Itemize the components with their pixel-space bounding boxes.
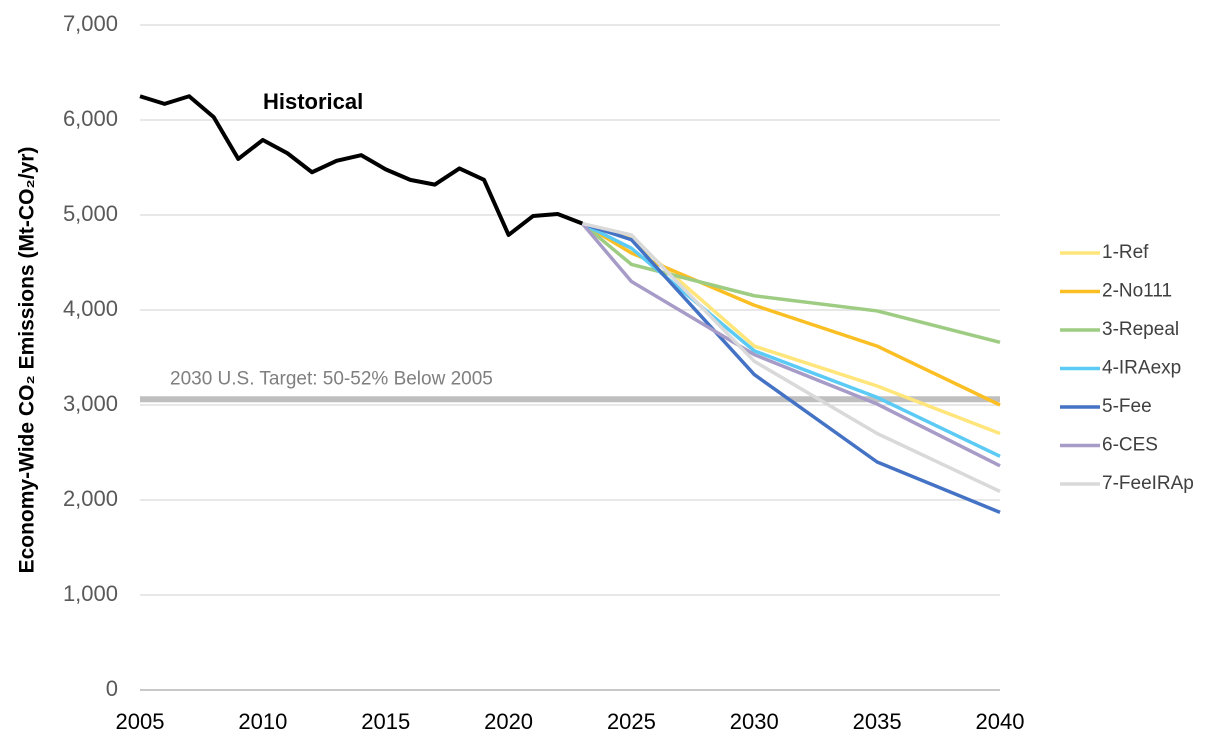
historical-label: Historical [263, 89, 363, 114]
legend-label: 1-Ref [1102, 242, 1149, 263]
y-tick-label: 2,000 [63, 486, 118, 511]
legend-label: 7-FeeIRAp [1102, 473, 1194, 494]
legend-label: 3-Repeal [1102, 319, 1179, 340]
legend-label: 5-Fee [1102, 396, 1152, 417]
series-line [581, 222, 1001, 344]
series-line [581, 221, 1001, 514]
x-tick-label: 2005 [116, 709, 165, 734]
legend-label: 2-No111 [1102, 281, 1172, 302]
series-line [581, 221, 1001, 494]
y-tick-label: 7,000 [63, 11, 118, 36]
y-tick-label: 4,000 [63, 296, 118, 321]
x-tick-label: 2040 [976, 709, 1025, 734]
x-tick-label: 2035 [853, 709, 902, 734]
series-line [581, 221, 1001, 458]
y-tick-label: 0 [106, 676, 118, 701]
legend-label: 6-CES [1102, 435, 1158, 456]
y-tick-label: 6,000 [63, 106, 118, 131]
y-axis-title: Economy-Wide CO₂ Emissions (Mt-CO₂/yr) [16, 147, 39, 574]
x-tick-label: 2015 [361, 709, 410, 734]
y-tick-label: 3,000 [63, 391, 118, 416]
legend-label: 4-IRAexp [1102, 358, 1181, 379]
x-tick-label: 2025 [607, 709, 656, 734]
series-line [580, 222, 1001, 468]
historical-line [139, 94, 584, 237]
y-tick-label: 1,000 [63, 581, 118, 606]
x-tick-label: 2030 [730, 709, 779, 734]
x-tick-label: 2020 [484, 709, 533, 734]
y-tick-label: 5,000 [63, 201, 118, 226]
target-label: 2030 U.S. Target: 50-52% Below 2005 [170, 368, 493, 389]
x-tick-label: 2010 [238, 709, 287, 734]
series-line [581, 222, 1001, 407]
